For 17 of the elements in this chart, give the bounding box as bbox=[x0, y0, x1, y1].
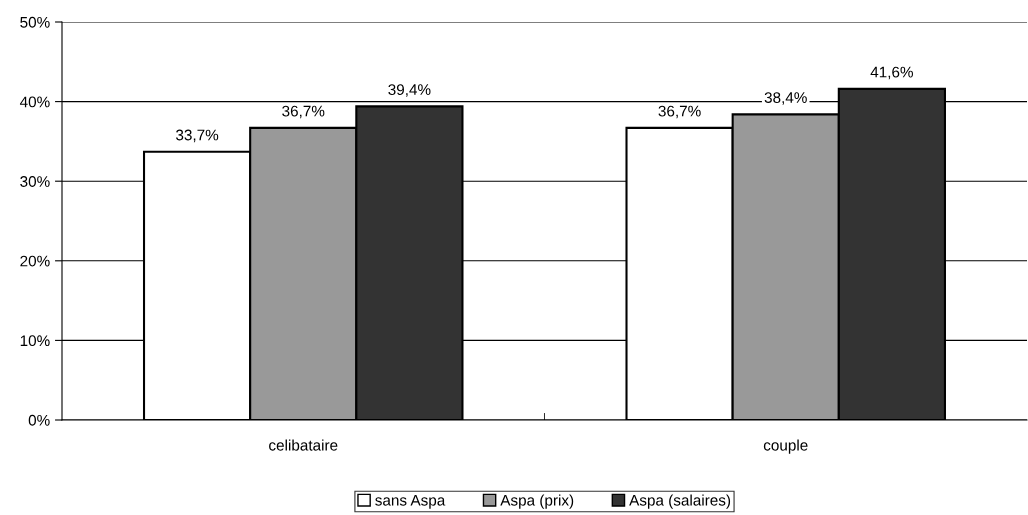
legend-label: sans Aspa bbox=[375, 495, 446, 509]
legend-label: Aspa (prix) bbox=[500, 494, 574, 509]
y-tick-label: 50% bbox=[20, 16, 50, 28]
y-tick-label: 20% bbox=[20, 255, 50, 267]
legend-label: Aspa (salaires) bbox=[629, 494, 731, 509]
data-label: 36,7% bbox=[282, 105, 325, 119]
x-tick-label: couple bbox=[763, 439, 808, 454]
data-label: 38,4% bbox=[764, 92, 807, 105]
data-label: 39,4% bbox=[388, 84, 431, 97]
y-tick-label: 10% bbox=[20, 335, 50, 347]
y-tick-label: 40% bbox=[19, 96, 50, 108]
data-label: 33,7% bbox=[176, 129, 219, 143]
x-tick-label: celibataire bbox=[269, 439, 338, 451]
y-tick-label: 30% bbox=[20, 176, 50, 187]
data-label: 41,6% bbox=[870, 66, 913, 80]
y-tick-label: 0% bbox=[28, 414, 50, 426]
data-label: 36,7% bbox=[658, 105, 701, 119]
